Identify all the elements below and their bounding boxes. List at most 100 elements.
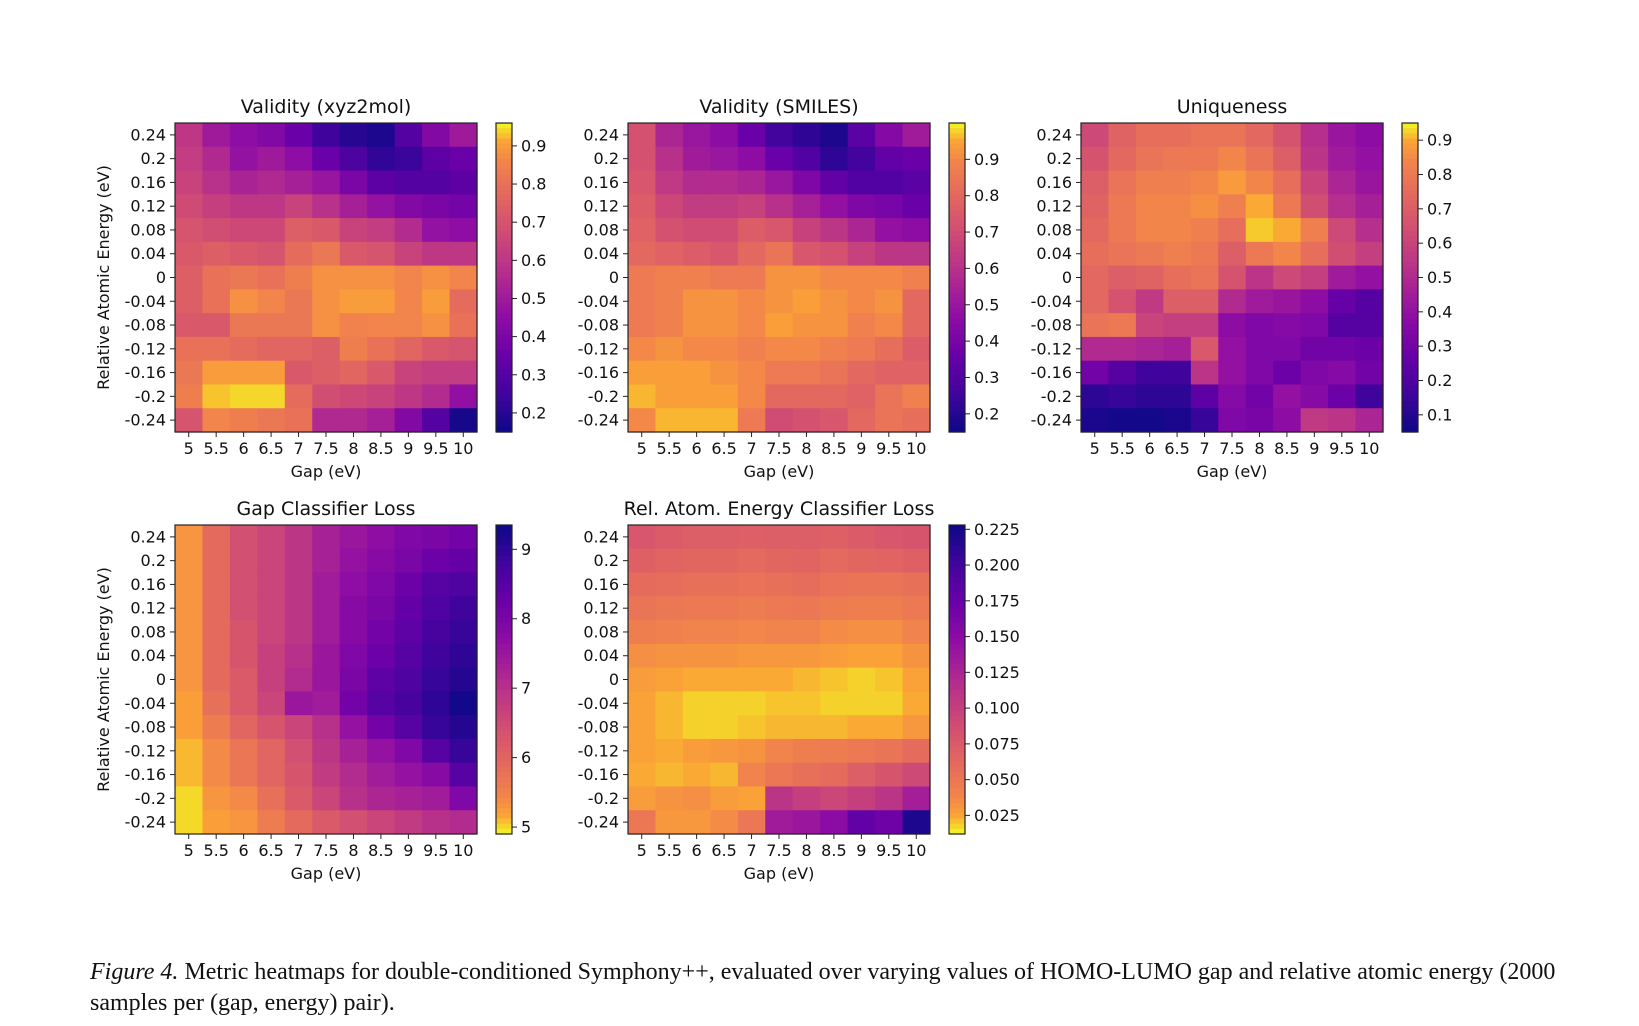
- heatmap-cell: [875, 810, 904, 835]
- x-tick-label: 8: [801, 841, 811, 860]
- x-tick-label: 10: [906, 841, 926, 860]
- heatmap-cell: [847, 408, 876, 433]
- colorbar-segment: [1402, 143, 1418, 150]
- heatmap-cell: [1108, 218, 1137, 243]
- heatmap-cell: [1135, 360, 1164, 386]
- heatmap-cell: [422, 146, 451, 172]
- colorbar-segment: [949, 318, 965, 325]
- colorbar-segment: [496, 153, 512, 160]
- colorbar-segment: [1402, 189, 1418, 196]
- heatmap-cell: [902, 360, 931, 386]
- y-tick-label: -0.16: [578, 363, 619, 382]
- heatmap-cell: [1218, 289, 1247, 314]
- colorbar-segment: [1402, 246, 1418, 253]
- heatmap-cell: [175, 313, 204, 338]
- heatmap-cell: [367, 810, 396, 835]
- heatmap-cell: [394, 241, 423, 267]
- heatmap-cell: [312, 241, 341, 267]
- colorbar-segment: [496, 365, 512, 371]
- y-tick-label: -0.08: [578, 718, 619, 737]
- colorbar-segment: [949, 530, 965, 536]
- heatmap-cell: [257, 786, 286, 811]
- heatmap-cell: [820, 123, 849, 148]
- colorbar-tick-label: 0.3: [974, 368, 999, 387]
- heatmap-cell: [628, 691, 657, 716]
- colorbar-tick-label: 0.200: [974, 556, 1020, 575]
- x-tick-label: 5: [637, 841, 647, 860]
- heatmap-cell: [710, 241, 739, 267]
- heatmap-cell: [339, 123, 368, 148]
- heatmap-cell: [1355, 336, 1384, 362]
- heatmap-cell: [1081, 313, 1110, 338]
- colorbar-segment: [496, 607, 512, 614]
- heatmap-cell: [710, 194, 739, 219]
- heatmap-cell: [847, 548, 876, 574]
- heatmap-cell: [1108, 360, 1137, 386]
- y-tick-label: 0: [156, 670, 166, 689]
- heatmap-cell: [820, 786, 849, 811]
- heatmap-cell: [422, 123, 451, 148]
- heatmap-cell: [367, 289, 396, 314]
- x-tick-label: 8: [801, 439, 811, 458]
- y-axis-label: Relative Atomic Energy (eV): [94, 567, 113, 792]
- heatmap-cell: [765, 218, 794, 243]
- colorbar-segment: [496, 736, 512, 742]
- colorbar-segment: [1402, 256, 1418, 263]
- heatmap-cell: [1273, 218, 1302, 243]
- heatmap-cell: [229, 525, 258, 550]
- heatmap-cell: [422, 241, 451, 267]
- heatmap-cell: [655, 620, 684, 645]
- colorbar-segment: [949, 792, 965, 799]
- colorbar-segment: [949, 354, 965, 361]
- heatmap-cell: [902, 218, 931, 243]
- colorbar-segment: [949, 153, 965, 160]
- y-tick-label: 0.24: [1036, 125, 1072, 144]
- x-tick-label: 7: [1199, 439, 1209, 458]
- heatmap-cell: [175, 218, 204, 243]
- colorbar-segment: [949, 628, 965, 634]
- heatmap-cell: [1273, 336, 1302, 362]
- heatmap-cell: [229, 313, 258, 338]
- heatmap-panel-1: Validity (xyz2mol) 5 5.5 6 6.5 7 7.5 8 8.5 9 9.5 10…: [94, 96, 546, 481]
- colorbar-segment: [949, 215, 965, 222]
- colorbar-segment: [949, 581, 965, 588]
- heatmap-cell: [284, 146, 313, 172]
- heatmap-cell: [1300, 408, 1329, 433]
- heatmap-cell: [710, 525, 739, 550]
- heatmap-cell: [1245, 289, 1274, 314]
- x-tick-label: 8.5: [821, 439, 846, 458]
- colorbar-segment: [496, 390, 512, 397]
- heatmap-cell: [449, 572, 478, 597]
- heatmap-cell: [257, 715, 286, 740]
- heatmap-cell: [792, 786, 821, 811]
- colorbar-segment: [1402, 164, 1418, 170]
- colorbar-segment: [949, 746, 965, 753]
- heatmap-cell: [449, 643, 478, 669]
- heatmap-cell: [710, 786, 739, 811]
- heatmap-cell: [655, 596, 684, 621]
- heatmap-cell: [820, 548, 849, 574]
- heatmap-cell: [847, 715, 876, 740]
- heatmap-cell: [449, 360, 478, 386]
- heatmap-cell: [1081, 360, 1110, 386]
- colorbar-tick-label: 0.225: [974, 520, 1020, 539]
- heatmap-cell: [737, 596, 766, 621]
- heatmap-cell: [284, 596, 313, 621]
- colorbar-segment: [496, 220, 512, 227]
- x-tick-label: 5.5: [203, 439, 228, 458]
- heatmap-cell: [1245, 123, 1274, 148]
- colorbar-segment: [496, 818, 512, 825]
- heatmap-cell: [449, 289, 478, 314]
- heatmap-cell: [1355, 146, 1384, 172]
- colorbar-segment: [496, 653, 512, 660]
- heatmap-cell: [449, 691, 478, 716]
- y-tick-label: 0.2: [594, 551, 619, 570]
- colorbar-segment: [1402, 344, 1418, 351]
- colorbar-segment: [949, 292, 965, 299]
- x-tick-label: 7: [746, 439, 756, 458]
- heatmap-cell: [902, 738, 931, 764]
- heatmap-cell: [1218, 218, 1247, 243]
- heatmap-cell: [847, 738, 876, 764]
- heatmap-cell: [339, 170, 368, 195]
